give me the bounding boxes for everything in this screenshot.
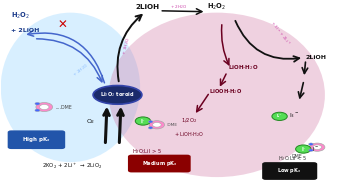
Text: + 2LiOH: + 2LiOH bbox=[11, 28, 40, 33]
Text: I⁻: I⁻ bbox=[301, 146, 306, 152]
Ellipse shape bbox=[93, 86, 142, 104]
Text: I$^-$: I$^-$ bbox=[312, 145, 319, 153]
Text: + 2H$_2$O: + 2H$_2$O bbox=[71, 62, 90, 79]
Circle shape bbox=[309, 143, 325, 151]
Circle shape bbox=[313, 145, 322, 149]
FancyBboxPatch shape bbox=[262, 162, 317, 180]
Text: + LiOH·H$_2$O: + LiOH·H$_2$O bbox=[174, 130, 204, 139]
Text: + 2H$_2$O: + 2H$_2$O bbox=[170, 3, 187, 11]
Text: Medium pK$_a$: Medium pK$_a$ bbox=[141, 159, 177, 168]
Text: H$_2$O$_2$: H$_2$O$_2$ bbox=[11, 11, 30, 22]
Ellipse shape bbox=[1, 13, 140, 162]
Text: LiOOH·H$_2$O: LiOOH·H$_2$O bbox=[209, 87, 242, 96]
Text: O$_2$: O$_2$ bbox=[86, 118, 95, 126]
Circle shape bbox=[135, 117, 150, 125]
Circle shape bbox=[309, 149, 313, 151]
Ellipse shape bbox=[109, 13, 325, 177]
Text: 2LiOH: 2LiOH bbox=[306, 55, 327, 60]
Text: DME: DME bbox=[292, 154, 302, 159]
Circle shape bbox=[36, 102, 52, 112]
Text: H$_2$O:LiI > 5: H$_2$O:LiI > 5 bbox=[132, 147, 162, 156]
Circle shape bbox=[149, 121, 164, 129]
Circle shape bbox=[35, 102, 40, 105]
FancyBboxPatch shape bbox=[8, 130, 65, 149]
Text: 2KO$_2$ + 2Li$^+$ $\rightarrow$ 2LiO$_2$: 2KO$_2$ + 2Li$^+$ $\rightarrow$ 2LiO$_2$ bbox=[42, 161, 103, 171]
Text: H$_2$O:LiI < 5: H$_2$O:LiI < 5 bbox=[279, 154, 307, 163]
Circle shape bbox=[148, 127, 153, 129]
Text: Low pK$_a$: Low pK$_a$ bbox=[278, 167, 302, 175]
Text: 2LiOH: 2LiOH bbox=[135, 4, 159, 10]
Circle shape bbox=[40, 105, 49, 110]
Text: LiOH·H$_2$O: LiOH·H$_2$O bbox=[228, 63, 258, 72]
Text: I$_3$$^-$: I$_3$$^-$ bbox=[289, 111, 300, 120]
Text: + 3H$_2$O: + 3H$_2$O bbox=[120, 36, 132, 56]
Text: ....DME: ....DME bbox=[56, 105, 72, 109]
Text: ✕: ✕ bbox=[58, 19, 68, 32]
Text: Li$_2$O$_2$ toroid: Li$_2$O$_2$ toroid bbox=[100, 90, 135, 99]
Circle shape bbox=[272, 112, 287, 120]
Text: DME: DME bbox=[166, 123, 177, 127]
FancyBboxPatch shape bbox=[128, 155, 191, 172]
Text: I₃⁻: I₃⁻ bbox=[277, 114, 282, 118]
Circle shape bbox=[309, 143, 313, 145]
Text: + 3I$^-$ + 2Li$^+$: + 3I$^-$ + 2Li$^+$ bbox=[267, 19, 292, 47]
Text: I⁻: I⁻ bbox=[141, 119, 145, 124]
Text: High pK$_a$: High pK$_a$ bbox=[22, 135, 50, 144]
Text: 1/2O$_2$: 1/2O$_2$ bbox=[181, 117, 197, 125]
Circle shape bbox=[296, 145, 311, 153]
Circle shape bbox=[148, 121, 153, 123]
Circle shape bbox=[35, 109, 40, 112]
Circle shape bbox=[153, 122, 161, 127]
Text: H$_2$O$_2$: H$_2$O$_2$ bbox=[207, 2, 226, 12]
